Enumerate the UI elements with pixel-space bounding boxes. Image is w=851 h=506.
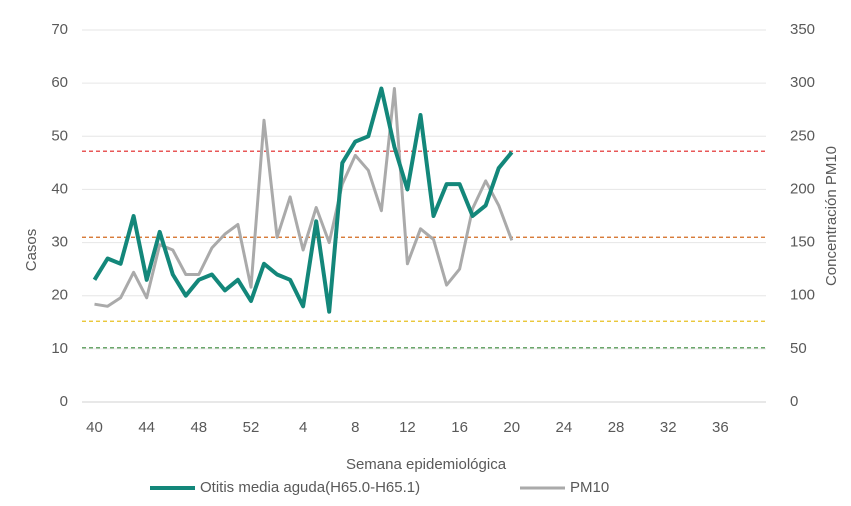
y2-tick-label: 200 <box>790 180 815 197</box>
x-tick-label: 8 <box>351 419 359 436</box>
y2-tick-label: 300 <box>790 74 815 91</box>
y-tick-label: 20 <box>51 287 68 304</box>
x-tick-label: 28 <box>608 419 625 436</box>
y-axis-title: Casos <box>23 229 40 272</box>
y-tick-label: 40 <box>51 180 68 197</box>
y2-tick-label: 50 <box>790 340 807 357</box>
y-tick-label: 30 <box>51 234 68 251</box>
x-tick-label: 4 <box>299 419 307 436</box>
y-tick-label: 0 <box>60 393 68 410</box>
y2-tick-label: 0 <box>790 393 798 410</box>
x-tick-label: 12 <box>399 419 416 436</box>
x-tick-label: 40 <box>86 419 103 436</box>
legend-label: PM10 <box>570 479 609 496</box>
x-tick-label: 48 <box>190 419 207 436</box>
y2-axis-title: Concentración PM10 <box>823 146 840 286</box>
y2-tick-label: 100 <box>790 287 815 304</box>
y2-tick-label: 350 <box>790 21 815 38</box>
x-tick-label: 16 <box>451 419 468 436</box>
x-tick-label: 44 <box>138 419 155 436</box>
legend-label: Otitis media aguda(H65.0-H65.1) <box>200 479 420 496</box>
series-line <box>94 87 514 308</box>
x-tick-label: 52 <box>243 419 260 436</box>
x-tick-label: 20 <box>503 419 520 436</box>
y-tick-label: 70 <box>51 21 68 38</box>
y2-tick-label: 150 <box>790 234 815 251</box>
y-tick-label: 50 <box>51 127 68 144</box>
x-tick-label: 24 <box>556 419 573 436</box>
y-tick-label: 60 <box>51 74 68 91</box>
x-tick-label: 36 <box>712 419 729 436</box>
y2-tick-label: 250 <box>790 127 815 144</box>
x-tick-label: 32 <box>660 419 677 436</box>
series-line <box>92 86 514 314</box>
x-axis-title: Semana epidemiológica <box>346 456 507 473</box>
y-tick-label: 10 <box>51 340 68 357</box>
